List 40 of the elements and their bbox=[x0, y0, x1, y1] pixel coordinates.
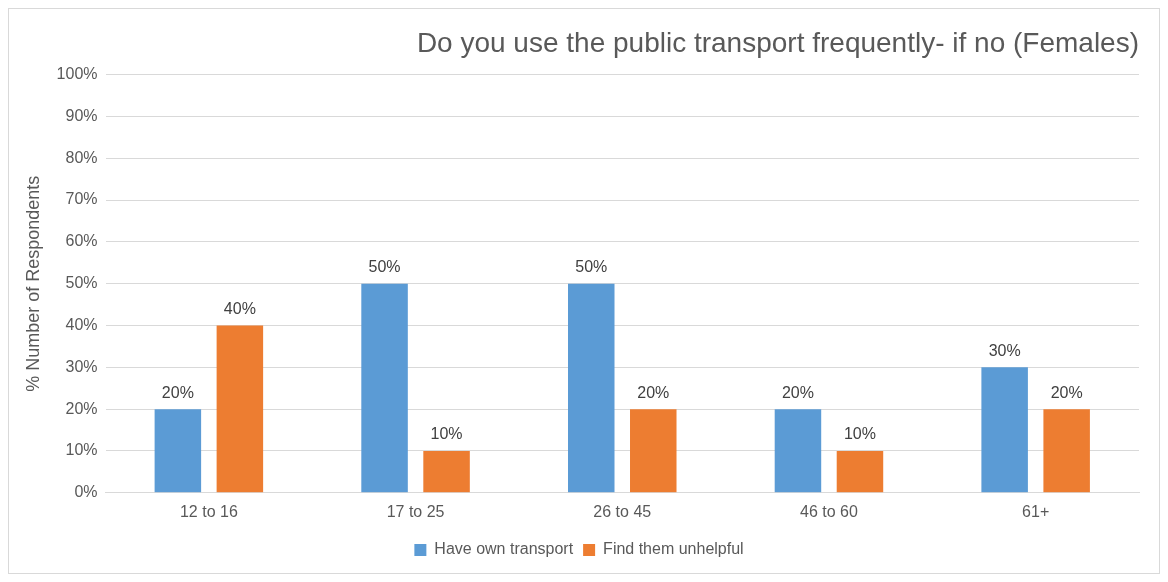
x-tick-label: 61+ bbox=[1022, 502, 1050, 520]
bar bbox=[423, 450, 470, 493]
bar bbox=[361, 283, 408, 493]
data-label: 10% bbox=[430, 425, 463, 443]
data-label: 20% bbox=[781, 383, 814, 401]
y-tick-label: 30% bbox=[65, 357, 98, 375]
chart-title: Do you use the public transport frequently- if no (Females) bbox=[416, 26, 1139, 58]
y-tick-label: 100% bbox=[56, 65, 98, 83]
y-axis-title: % Number of Respondents bbox=[22, 175, 43, 392]
bar bbox=[836, 450, 884, 493]
data-label: 10% bbox=[843, 425, 876, 443]
data-label: 30% bbox=[988, 341, 1021, 359]
bar bbox=[154, 409, 202, 493]
y-tick-label: 20% bbox=[65, 399, 98, 417]
bar bbox=[1043, 409, 1090, 493]
y-tick-label: 50% bbox=[65, 274, 98, 292]
y-tick-label: 10% bbox=[65, 441, 98, 459]
bar bbox=[630, 409, 677, 493]
y-tick-label: 70% bbox=[65, 190, 98, 208]
bar bbox=[216, 325, 264, 493]
data-label: 20% bbox=[637, 383, 670, 401]
legend-label: Find them unhelpful bbox=[603, 540, 744, 558]
data-label: 20% bbox=[161, 383, 194, 401]
legend-label: Have own transport bbox=[434, 540, 574, 558]
x-tick-label: 17 to 25 bbox=[386, 502, 445, 520]
bar bbox=[981, 367, 1028, 493]
data-label: 20% bbox=[1050, 383, 1083, 401]
x-tick-label: 46 to 60 bbox=[800, 502, 858, 520]
x-tick-label: 26 to 45 bbox=[593, 502, 652, 520]
y-tick-label: 0% bbox=[74, 483, 98, 501]
bar bbox=[774, 409, 822, 493]
y-tick-label: 40% bbox=[65, 315, 98, 333]
data-label: 50% bbox=[368, 258, 401, 276]
x-tick-label: 12 to 16 bbox=[179, 502, 238, 520]
data-label: 50% bbox=[575, 258, 608, 276]
y-tick-label: 90% bbox=[65, 106, 98, 124]
data-label: 40% bbox=[223, 299, 256, 317]
bar bbox=[568, 283, 615, 493]
y-tick-label: 80% bbox=[65, 148, 98, 166]
y-tick-label: 60% bbox=[65, 232, 98, 250]
